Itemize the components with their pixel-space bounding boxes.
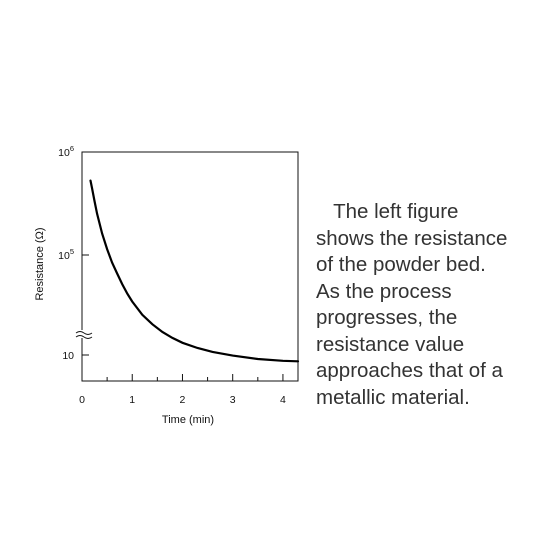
y-axis-ticks: 106 105 10 bbox=[58, 144, 89, 362]
description-line: resistance value bbox=[316, 332, 465, 356]
y-tick-label: 106 bbox=[58, 144, 74, 159]
description-line: As the process bbox=[316, 279, 452, 303]
y-tick-label: 105 bbox=[58, 247, 74, 262]
plot-frame bbox=[81, 151, 299, 382]
axis-break-mark bbox=[75, 330, 93, 339]
description-line: The left figure bbox=[316, 200, 459, 223]
x-tick-label: 4 bbox=[280, 394, 286, 406]
x-tick-label: 1 bbox=[129, 394, 135, 406]
y-axis-title: Resistance (Ω) bbox=[34, 227, 46, 300]
x-tick-label: 3 bbox=[230, 394, 236, 406]
x-tick-label: 0 bbox=[79, 394, 85, 406]
x-axis-title: Time (min) bbox=[162, 414, 214, 426]
series-line-resistance bbox=[89, 179, 300, 363]
description-line: progresses, the bbox=[316, 306, 458, 329]
x-tick-label: 2 bbox=[180, 394, 186, 406]
description-line: of the powder bed. bbox=[316, 253, 486, 276]
description-text: The left figure shows the resistance of … bbox=[316, 199, 552, 411]
description-line: approaches that of a bbox=[316, 359, 503, 382]
y-tick-label: 10 bbox=[62, 350, 74, 362]
x-axis-ticks: 0 1 2 3 4 bbox=[79, 374, 286, 406]
description-line: shows the resistance bbox=[316, 226, 508, 250]
description-line: metallic material. bbox=[316, 385, 470, 409]
